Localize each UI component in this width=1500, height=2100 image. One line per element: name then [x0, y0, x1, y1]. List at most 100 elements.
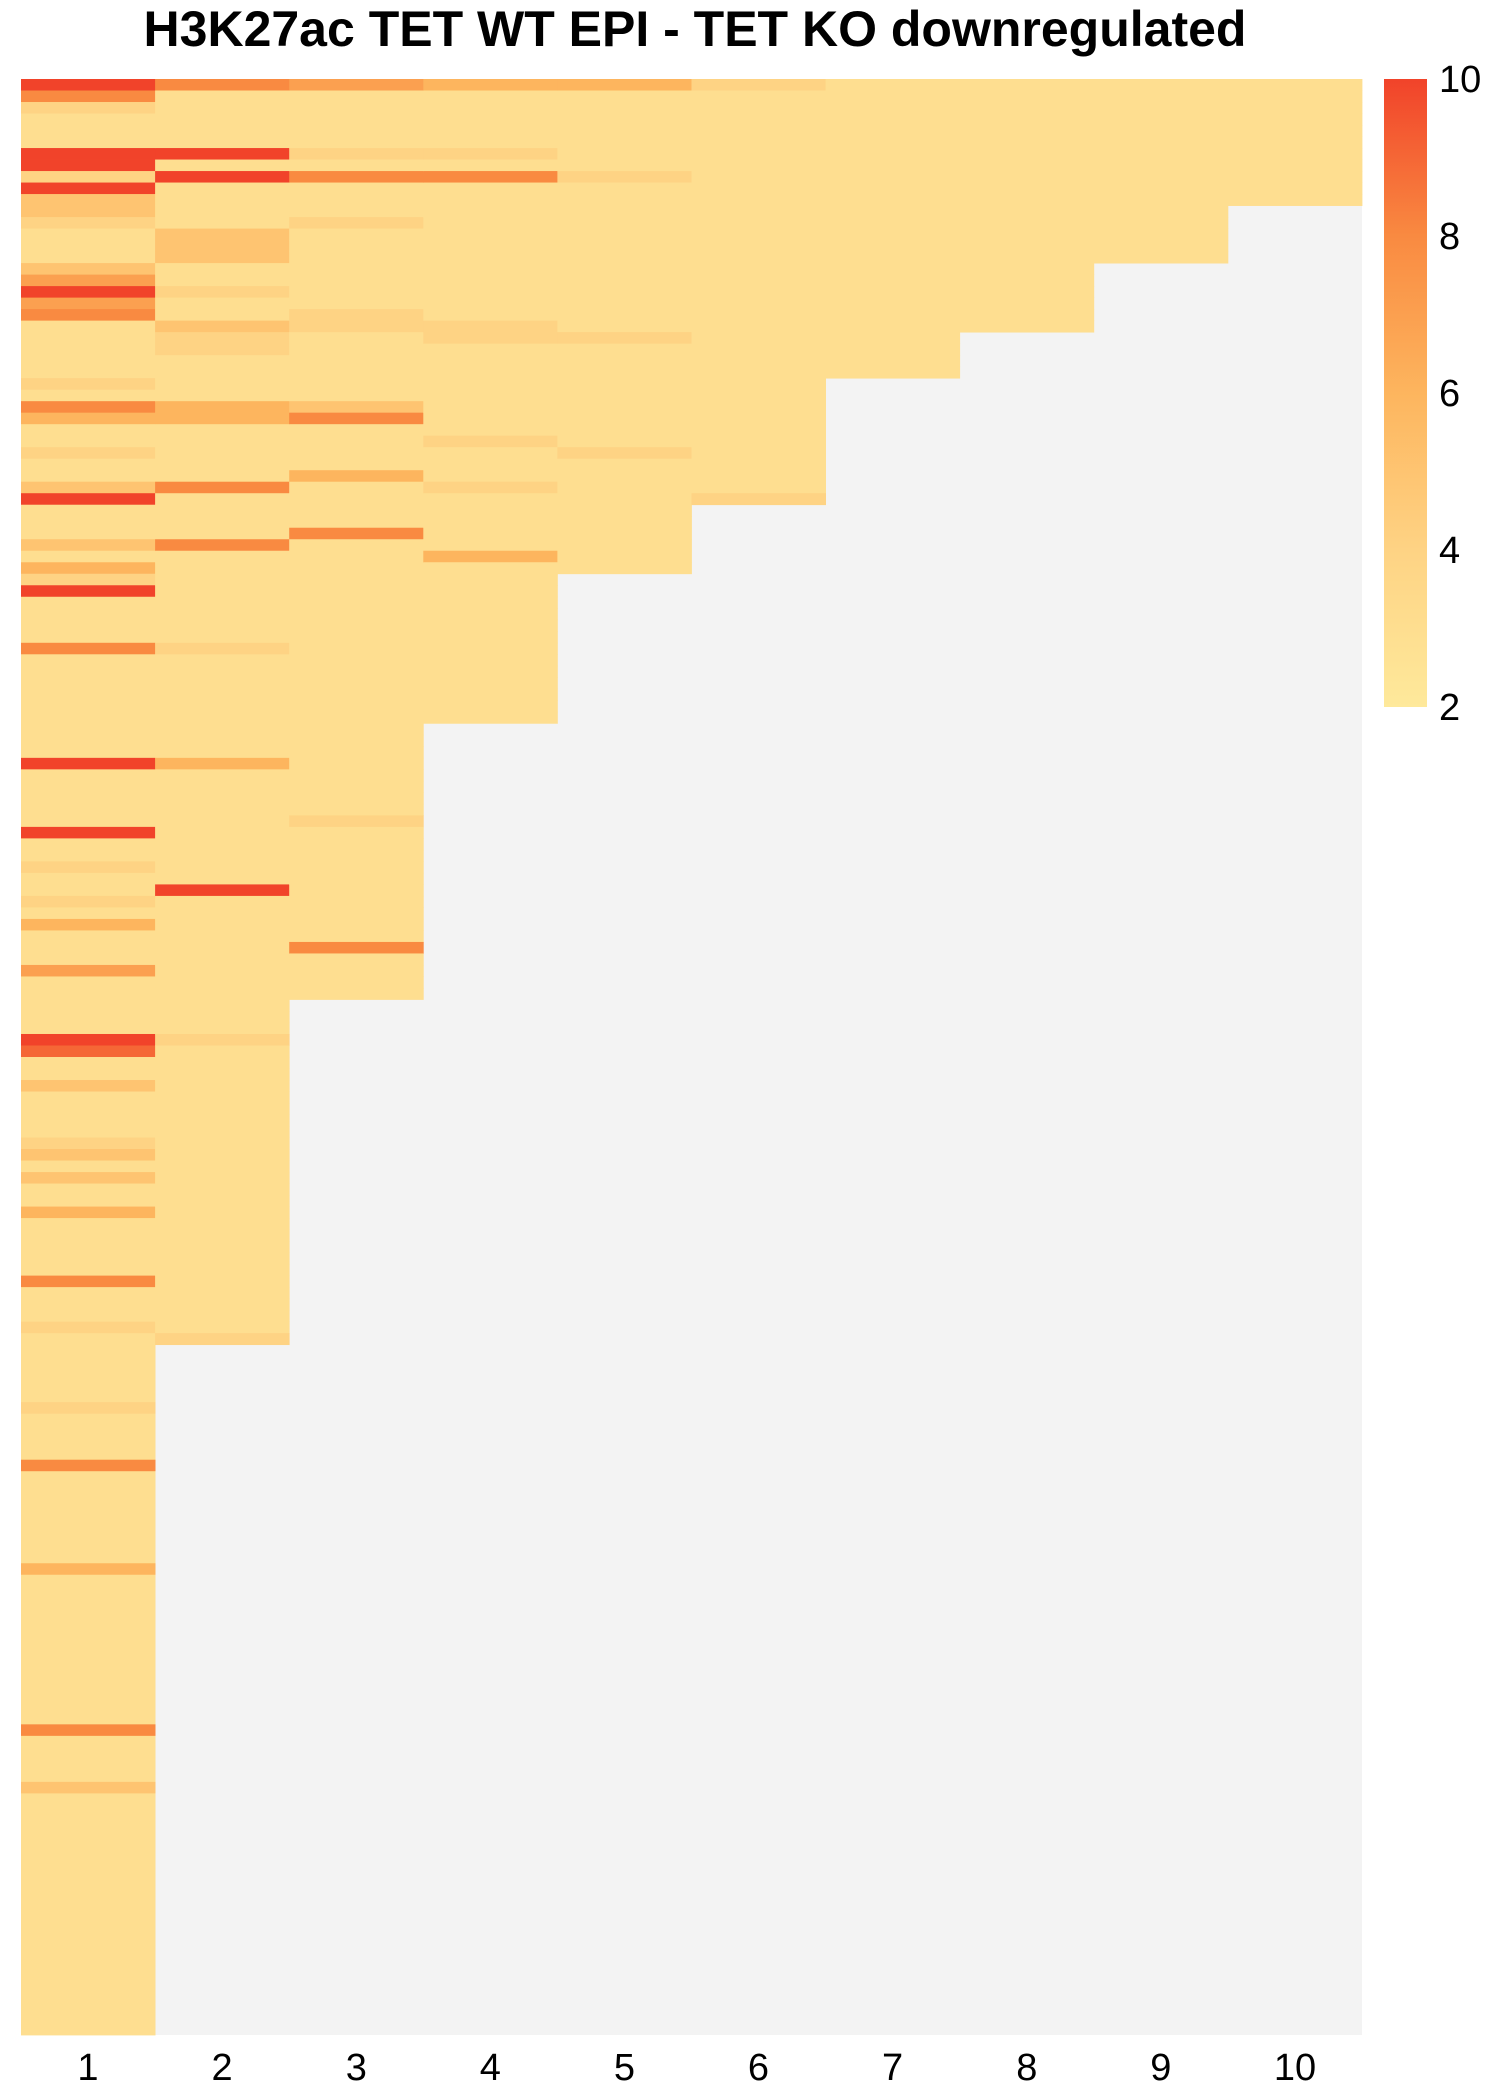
heatmap-cell: [1227, 90, 1363, 103]
heatmap-cell: [557, 504, 692, 517]
heatmap-cell: [557, 355, 692, 368]
heatmap-cell: [21, 1367, 156, 1380]
heatmap-cell: [21, 619, 156, 632]
heatmap-cell: [289, 861, 424, 874]
heatmap-cell: [289, 481, 424, 494]
heatmap-cell: [289, 734, 424, 747]
heatmap-cell: [21, 884, 156, 897]
heatmap-cell: [155, 297, 290, 310]
heatmap-cell: [21, 366, 156, 379]
heatmap-cell: [825, 171, 961, 183]
heatmap-cell: [155, 228, 290, 241]
heatmap-cell: [423, 573, 558, 586]
heatmap-cell: [289, 159, 424, 172]
heatmap-cell: [155, 309, 290, 322]
heatmap-cell: [21, 677, 156, 690]
heatmap-cell: [289, 148, 424, 160]
heatmap-cell: [289, 297, 424, 310]
heatmap-cell: [959, 274, 1095, 287]
heatmap-cell: [289, 619, 424, 632]
heatmap-cell: [21, 1344, 156, 1357]
heatmap-cell: [289, 516, 424, 529]
heatmap-cell: [21, 1425, 156, 1438]
heatmap-cell: [959, 297, 1095, 310]
heatmap-cell: [289, 205, 424, 218]
heatmap-cell: [691, 297, 826, 310]
heatmap-cell: [423, 263, 558, 275]
heatmap-cell: [691, 159, 826, 172]
heatmap-cell: [21, 1804, 156, 1817]
color-scale-tick-label: 8: [1439, 216, 1460, 258]
heatmap-cell: [557, 516, 692, 529]
heatmap-cell: [21, 1080, 156, 1092]
heatmap-cell: [21, 1988, 156, 2001]
heatmap-cell: [21, 999, 156, 1012]
heatmap-cell: [289, 884, 424, 897]
heatmap-cell: [155, 1022, 290, 1035]
heatmap-cell: [289, 470, 424, 483]
heatmap-cell: [557, 263, 692, 275]
heatmap-cell: [21, 332, 156, 345]
heatmap-cell: [691, 136, 826, 149]
heatmap-cell: [289, 355, 424, 368]
heatmap-cell: [825, 90, 961, 103]
heatmap-cell: [557, 171, 692, 183]
heatmap-cell: [21, 987, 156, 1000]
heatmap-cell: [155, 102, 290, 114]
heatmap-cell: [155, 1298, 290, 1311]
heatmap-cell: [825, 309, 961, 322]
heatmap-cell: [155, 573, 290, 586]
heatmap-cell: [423, 481, 558, 494]
heatmap-cell: [21, 792, 156, 805]
heatmap-cell: [21, 1275, 156, 1288]
heatmap-cell: [423, 516, 558, 529]
heatmap-cell: [21, 148, 156, 160]
heatmap-cell: [21, 217, 156, 229]
heatmap-cell: [21, 1643, 156, 1656]
heatmap-cell: [557, 343, 692, 356]
heatmap-cell: [21, 343, 156, 356]
heatmap-cell: [21, 1701, 156, 1714]
heatmap-cell: [423, 378, 558, 391]
heatmap-cell: [825, 263, 961, 275]
heatmap-cell: [155, 1033, 290, 1046]
heatmap-cell: [155, 401, 290, 414]
heatmap-cell: [691, 389, 826, 402]
heatmap-cell: [289, 251, 424, 264]
heatmap-cell: [21, 861, 156, 874]
heatmap-cell: [691, 366, 826, 379]
heatmap-cell: [557, 550, 692, 563]
heatmap-cell: [825, 113, 961, 126]
heatmap-cell: [289, 769, 424, 782]
heatmap-cell: [21, 1839, 156, 1852]
heatmap-cell: [289, 700, 424, 713]
heatmap-cell: [155, 90, 290, 103]
heatmap-cell: [21, 964, 156, 977]
heatmap-cell: [423, 412, 558, 425]
heatmap-cell: [21, 1574, 156, 1587]
heatmap-cell: [289, 562, 424, 575]
heatmap-cell: [21, 1586, 156, 1599]
heatmap-cell: [155, 159, 290, 172]
heatmap-cell: [21, 1896, 156, 1909]
heatmap-cell: [155, 217, 290, 229]
heatmap-cell: [423, 562, 558, 575]
heatmap-cell: [155, 389, 290, 402]
heatmap-cell: [289, 826, 424, 839]
heatmap-cell: [691, 481, 826, 494]
heatmap-cell: [21, 1850, 156, 1863]
heatmap-cell: [825, 79, 961, 91]
heatmap-cell: [21, 1942, 156, 1955]
heatmap-cell: [155, 631, 290, 644]
heatmap-cell: [959, 286, 1095, 299]
heatmap-cell: [21, 355, 156, 368]
heatmap-cell: [423, 159, 558, 172]
heatmap-cell: [825, 159, 961, 172]
heatmap-cell: [155, 1183, 290, 1196]
heatmap-cell: [691, 355, 826, 368]
heatmap-cell: [21, 1436, 156, 1449]
heatmap-cell: [21, 79, 156, 91]
heatmap-cell: [289, 723, 424, 736]
heatmap-cell: [423, 596, 558, 609]
x-tick-label: 10: [1274, 2047, 1316, 2089]
